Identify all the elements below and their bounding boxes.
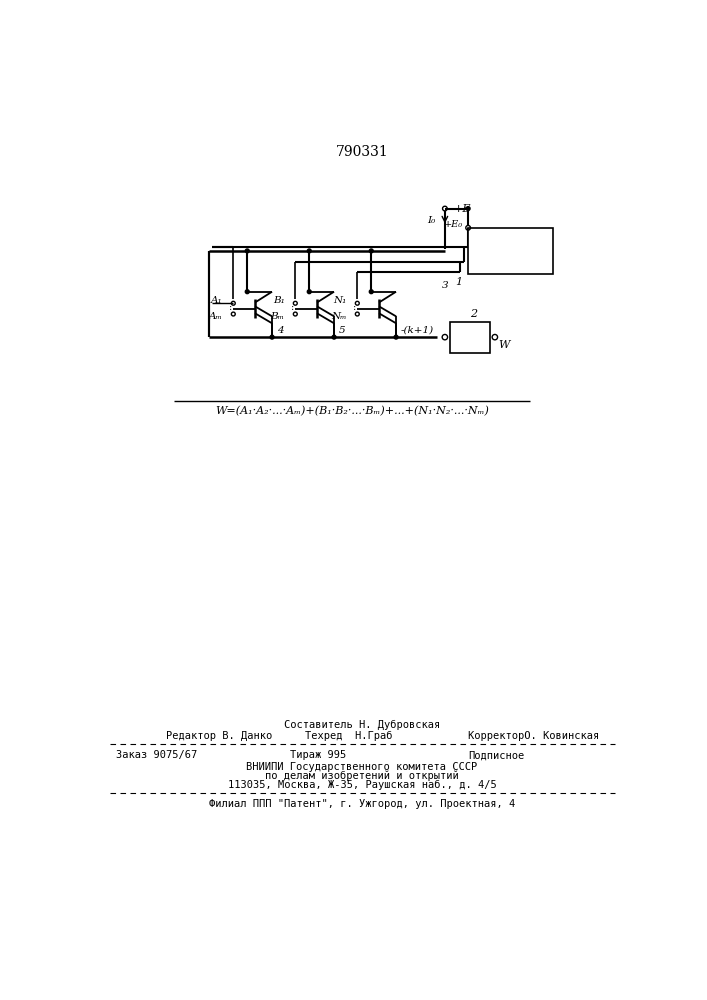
- Text: Редактор В. Данко: Редактор В. Данко: [166, 731, 272, 741]
- Circle shape: [332, 335, 336, 339]
- Text: B₁: B₁: [273, 296, 284, 305]
- Text: +E: +E: [454, 204, 472, 214]
- Text: Тираж 995: Тираж 995: [290, 750, 346, 760]
- Circle shape: [245, 249, 249, 253]
- Text: КорректорО. Ковинская: КорректорО. Ковинская: [468, 731, 600, 741]
- Text: по делам изобретений и открытий: по делам изобретений и открытий: [265, 771, 459, 781]
- Text: 790331: 790331: [336, 145, 388, 159]
- Text: 5: 5: [339, 326, 345, 335]
- Text: 3: 3: [442, 281, 448, 290]
- Text: -(k+1): -(k+1): [401, 326, 434, 335]
- Text: +E₀: +E₀: [445, 220, 464, 229]
- Text: 113035, Москва, Ж-35, Раушская наб., д. 4/5: 113035, Москва, Ж-35, Раушская наб., д. …: [228, 780, 496, 790]
- Circle shape: [466, 207, 470, 210]
- Bar: [450, 322, 490, 353]
- Text: :: :: [291, 303, 294, 312]
- Text: 2: 2: [470, 309, 477, 319]
- Text: Составитель Н. Дубровская: Составитель Н. Дубровская: [284, 719, 440, 730]
- Text: Заказ 9075/67: Заказ 9075/67: [115, 750, 197, 760]
- Text: I₀: I₀: [427, 216, 436, 225]
- Circle shape: [245, 290, 249, 294]
- Text: :: :: [228, 303, 232, 312]
- Text: 1: 1: [455, 277, 462, 287]
- Text: Техред  Н.Граб: Техред Н.Граб: [305, 731, 393, 741]
- Text: Bₘ: Bₘ: [271, 312, 284, 321]
- Text: Nₘ: Nₘ: [331, 312, 346, 321]
- Circle shape: [308, 290, 311, 294]
- Text: Филиал ППП "Патент", г. Ужгород, ул. Проектная, 4: Филиал ППП "Патент", г. Ужгород, ул. Про…: [209, 799, 515, 809]
- Circle shape: [270, 335, 274, 339]
- Text: N₁: N₁: [333, 296, 346, 305]
- Text: A₁: A₁: [211, 296, 223, 305]
- Text: Источник: Источник: [486, 233, 535, 242]
- Text: Подписное: Подписное: [468, 750, 525, 760]
- Circle shape: [394, 335, 398, 339]
- Text: W: W: [498, 340, 510, 350]
- Text: :: :: [353, 303, 356, 312]
- Text: W=(A₁·A₂·...·Aₘ)+(B₁·B₂·...·Bₘ)+...+(N₁·N₂·...·Nₘ): W=(A₁·A₂·...·Aₘ)+(B₁·B₂·...·Bₘ)+...+(N₁·…: [215, 406, 489, 416]
- Text: Aₘ: Aₘ: [209, 312, 223, 321]
- Text: ВНИИПИ Государственного комитета СССР: ВНИИПИ Государственного комитета СССР: [246, 762, 477, 772]
- Text: напряжения: напряжения: [480, 254, 542, 263]
- Text: 4: 4: [276, 326, 284, 335]
- Circle shape: [369, 290, 373, 294]
- Bar: [468, 228, 554, 274]
- Text: "не": "не": [458, 332, 482, 342]
- Text: опорного: опорного: [489, 243, 532, 252]
- Circle shape: [308, 249, 311, 253]
- Circle shape: [369, 249, 373, 253]
